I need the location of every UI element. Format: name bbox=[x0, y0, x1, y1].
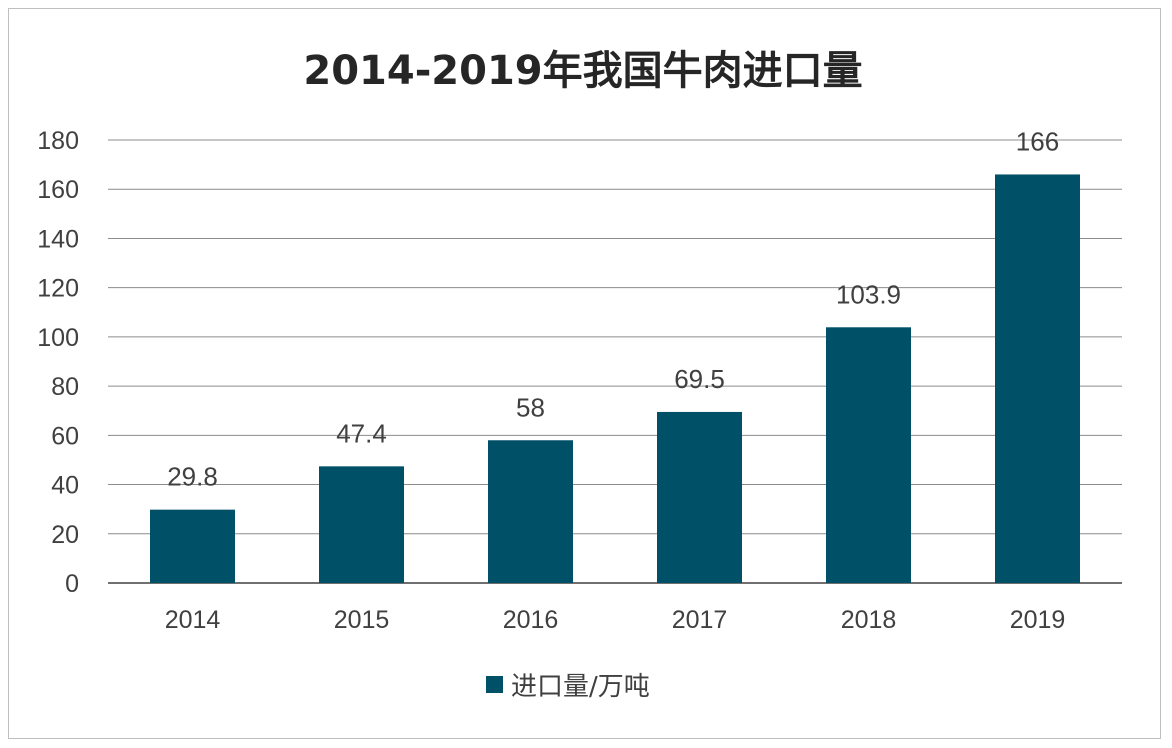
data-label: 166 bbox=[1016, 126, 1059, 156]
legend-label: 进口量/万吨 bbox=[511, 672, 650, 702]
bar bbox=[826, 327, 911, 583]
y-tick-label: 20 bbox=[51, 521, 79, 549]
bar bbox=[995, 174, 1080, 583]
x-tick-label: 2015 bbox=[334, 606, 390, 634]
x-tick-label: 2018 bbox=[841, 606, 897, 634]
legend-swatch bbox=[486, 676, 503, 693]
y-tick-label: 140 bbox=[37, 225, 79, 253]
bar bbox=[488, 440, 573, 583]
data-label: 103.9 bbox=[836, 279, 901, 309]
y-tick-label: 160 bbox=[37, 176, 79, 204]
x-axis-ticks: 2014 2015 2016 2017 2018 2019 bbox=[165, 606, 1066, 634]
y-axis-ticks: 0 20 40 60 80 100 120 140 160 180 bbox=[37, 127, 79, 598]
bars bbox=[150, 174, 1080, 583]
data-label: 69.5 bbox=[674, 364, 725, 394]
y-tick-label: 80 bbox=[51, 373, 79, 401]
legend: 进口量/万吨 bbox=[486, 672, 650, 702]
chart-title: 2014-2019年我国牛肉进口量 bbox=[303, 48, 862, 94]
x-tick-label: 2019 bbox=[1010, 606, 1066, 634]
y-tick-label: 0 bbox=[65, 570, 79, 598]
data-label: 58 bbox=[516, 392, 545, 422]
y-tick-label: 60 bbox=[51, 422, 79, 450]
x-tick-label: 2017 bbox=[672, 606, 728, 634]
x-tick-label: 2016 bbox=[503, 606, 559, 634]
y-tick-label: 100 bbox=[37, 324, 79, 352]
bar bbox=[657, 411, 742, 583]
y-tick-label: 40 bbox=[51, 472, 79, 500]
chart-frame bbox=[8, 8, 1161, 739]
x-tick-label: 2014 bbox=[165, 606, 221, 634]
gridlines bbox=[108, 139, 1122, 584]
bar bbox=[319, 466, 404, 583]
bar bbox=[150, 509, 235, 583]
y-tick-label: 120 bbox=[37, 275, 79, 303]
data-label: 29.8 bbox=[167, 462, 218, 492]
y-tick-label: 180 bbox=[37, 127, 79, 155]
data-labels: 29.8 47.4 58 69.5 103.9 166 bbox=[167, 126, 1059, 491]
data-label: 47.4 bbox=[336, 418, 387, 448]
